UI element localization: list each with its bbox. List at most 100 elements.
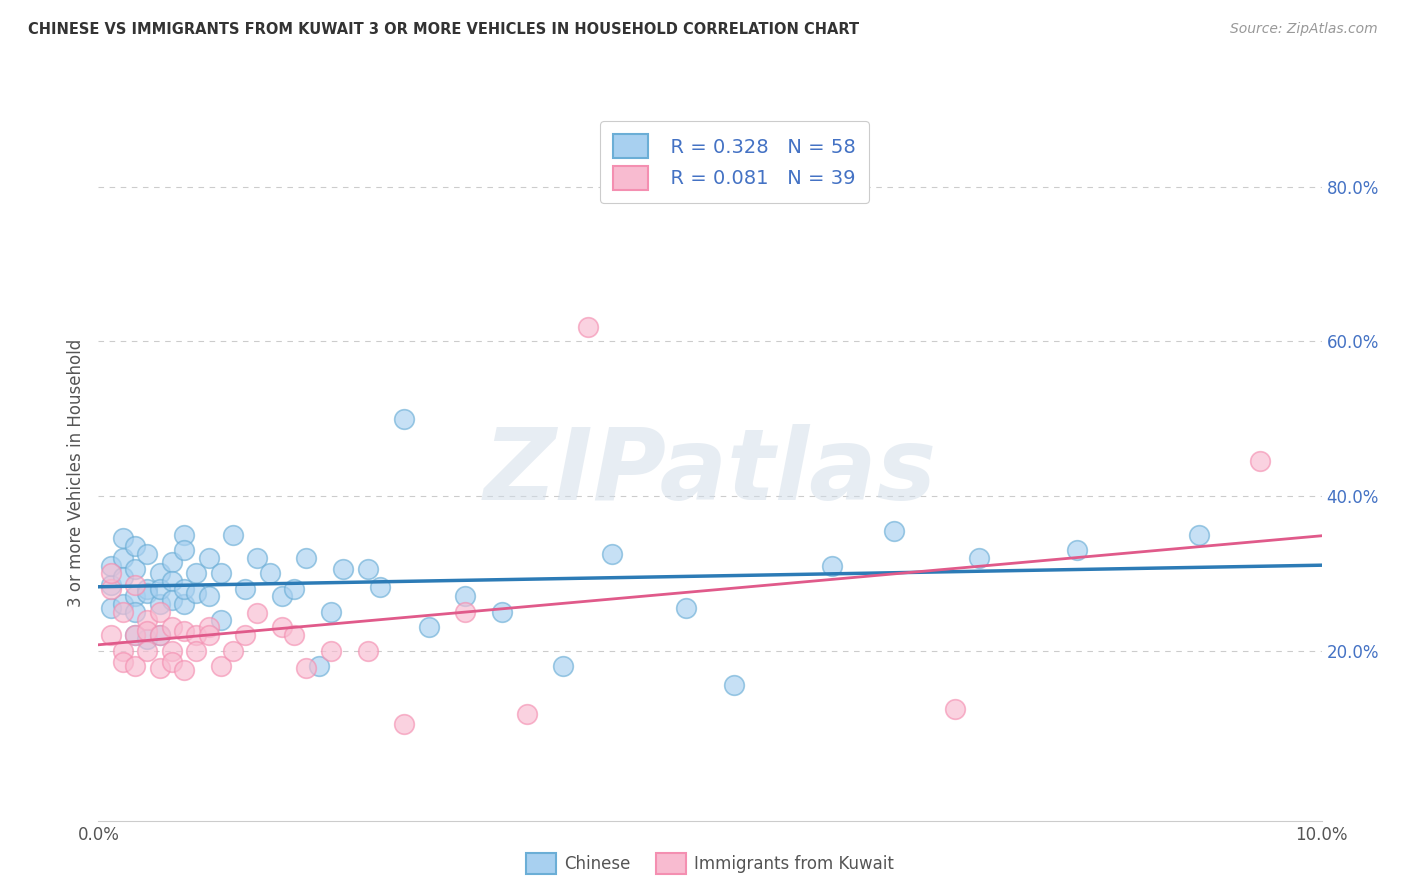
Point	[100, 558, 122, 573]
Point	[124, 605, 146, 619]
Point	[100, 578, 122, 592]
Point	[173, 527, 195, 541]
Point	[246, 607, 269, 621]
Point	[160, 643, 183, 657]
Point	[270, 590, 292, 604]
Point	[821, 558, 844, 573]
Point	[124, 628, 146, 642]
Point	[283, 628, 305, 642]
Point	[149, 660, 172, 674]
Point	[160, 593, 183, 607]
Point	[197, 620, 219, 634]
Point	[295, 660, 318, 674]
Point	[173, 663, 195, 677]
Point	[233, 628, 256, 642]
Point	[136, 582, 159, 596]
Point	[111, 570, 134, 584]
Point	[111, 643, 134, 657]
Point	[392, 411, 416, 425]
Point	[149, 597, 172, 611]
Point	[149, 582, 172, 596]
Point	[197, 550, 219, 565]
Point	[124, 562, 146, 576]
Point	[675, 601, 697, 615]
Point	[723, 678, 745, 692]
Point	[173, 597, 195, 611]
Point	[173, 582, 195, 596]
Point	[197, 590, 219, 604]
Point	[124, 659, 146, 673]
Point	[111, 532, 134, 546]
Point	[136, 624, 159, 639]
Point	[124, 628, 146, 642]
Point	[111, 550, 134, 565]
Point	[124, 590, 146, 604]
Point	[160, 655, 183, 669]
Y-axis label: 3 or more Vehicles in Household: 3 or more Vehicles in Household	[66, 339, 84, 607]
Point	[883, 524, 905, 538]
Point	[100, 582, 122, 596]
Point	[100, 601, 122, 615]
Point	[356, 643, 378, 657]
Point	[368, 580, 391, 594]
Point	[943, 701, 966, 715]
Point	[149, 566, 172, 581]
Point	[149, 628, 172, 642]
Point	[136, 547, 159, 561]
Point	[136, 613, 159, 627]
Point	[149, 628, 172, 642]
Point	[491, 605, 513, 619]
Point	[576, 320, 599, 334]
Point	[259, 566, 281, 581]
Point	[222, 527, 245, 541]
Point	[173, 543, 195, 558]
Point	[332, 562, 354, 576]
Point	[100, 566, 122, 581]
Point	[600, 547, 623, 561]
Point	[136, 585, 159, 599]
Point	[308, 659, 330, 673]
Legend: Chinese, Immigrants from Kuwait: Chinese, Immigrants from Kuwait	[517, 845, 903, 882]
Point	[160, 555, 183, 569]
Point	[1188, 527, 1211, 541]
Point	[270, 620, 292, 634]
Point	[222, 643, 245, 657]
Point	[283, 582, 305, 596]
Text: CHINESE VS IMMIGRANTS FROM KUWAIT 3 OR MORE VEHICLES IN HOUSEHOLD CORRELATION CH: CHINESE VS IMMIGRANTS FROM KUWAIT 3 OR M…	[28, 22, 859, 37]
Point	[124, 539, 146, 553]
Point	[295, 550, 318, 565]
Point	[160, 574, 183, 588]
Point	[197, 628, 219, 642]
Point	[186, 628, 208, 642]
Point	[209, 659, 232, 673]
Point	[319, 643, 342, 657]
Point	[186, 643, 208, 657]
Point	[246, 550, 269, 565]
Text: Source: ZipAtlas.com: Source: ZipAtlas.com	[1230, 22, 1378, 37]
Point	[186, 566, 208, 581]
Point	[418, 620, 440, 634]
Point	[209, 566, 232, 581]
Point	[136, 632, 159, 646]
Point	[233, 582, 256, 596]
Point	[111, 605, 134, 619]
Point	[136, 643, 159, 657]
Point	[967, 550, 990, 565]
Point	[516, 706, 538, 721]
Point	[356, 562, 378, 576]
Point	[111, 655, 134, 669]
Point	[454, 605, 477, 619]
Point	[454, 590, 477, 604]
Point	[100, 628, 122, 642]
Text: ZIPatlas: ZIPatlas	[484, 425, 936, 521]
Point	[392, 717, 416, 731]
Point	[209, 613, 232, 627]
Point	[553, 659, 575, 673]
Point	[173, 624, 195, 639]
Point	[319, 605, 342, 619]
Point	[149, 605, 172, 619]
Point	[111, 597, 134, 611]
Point	[1066, 543, 1088, 558]
Point	[186, 585, 208, 599]
Point	[1249, 454, 1271, 468]
